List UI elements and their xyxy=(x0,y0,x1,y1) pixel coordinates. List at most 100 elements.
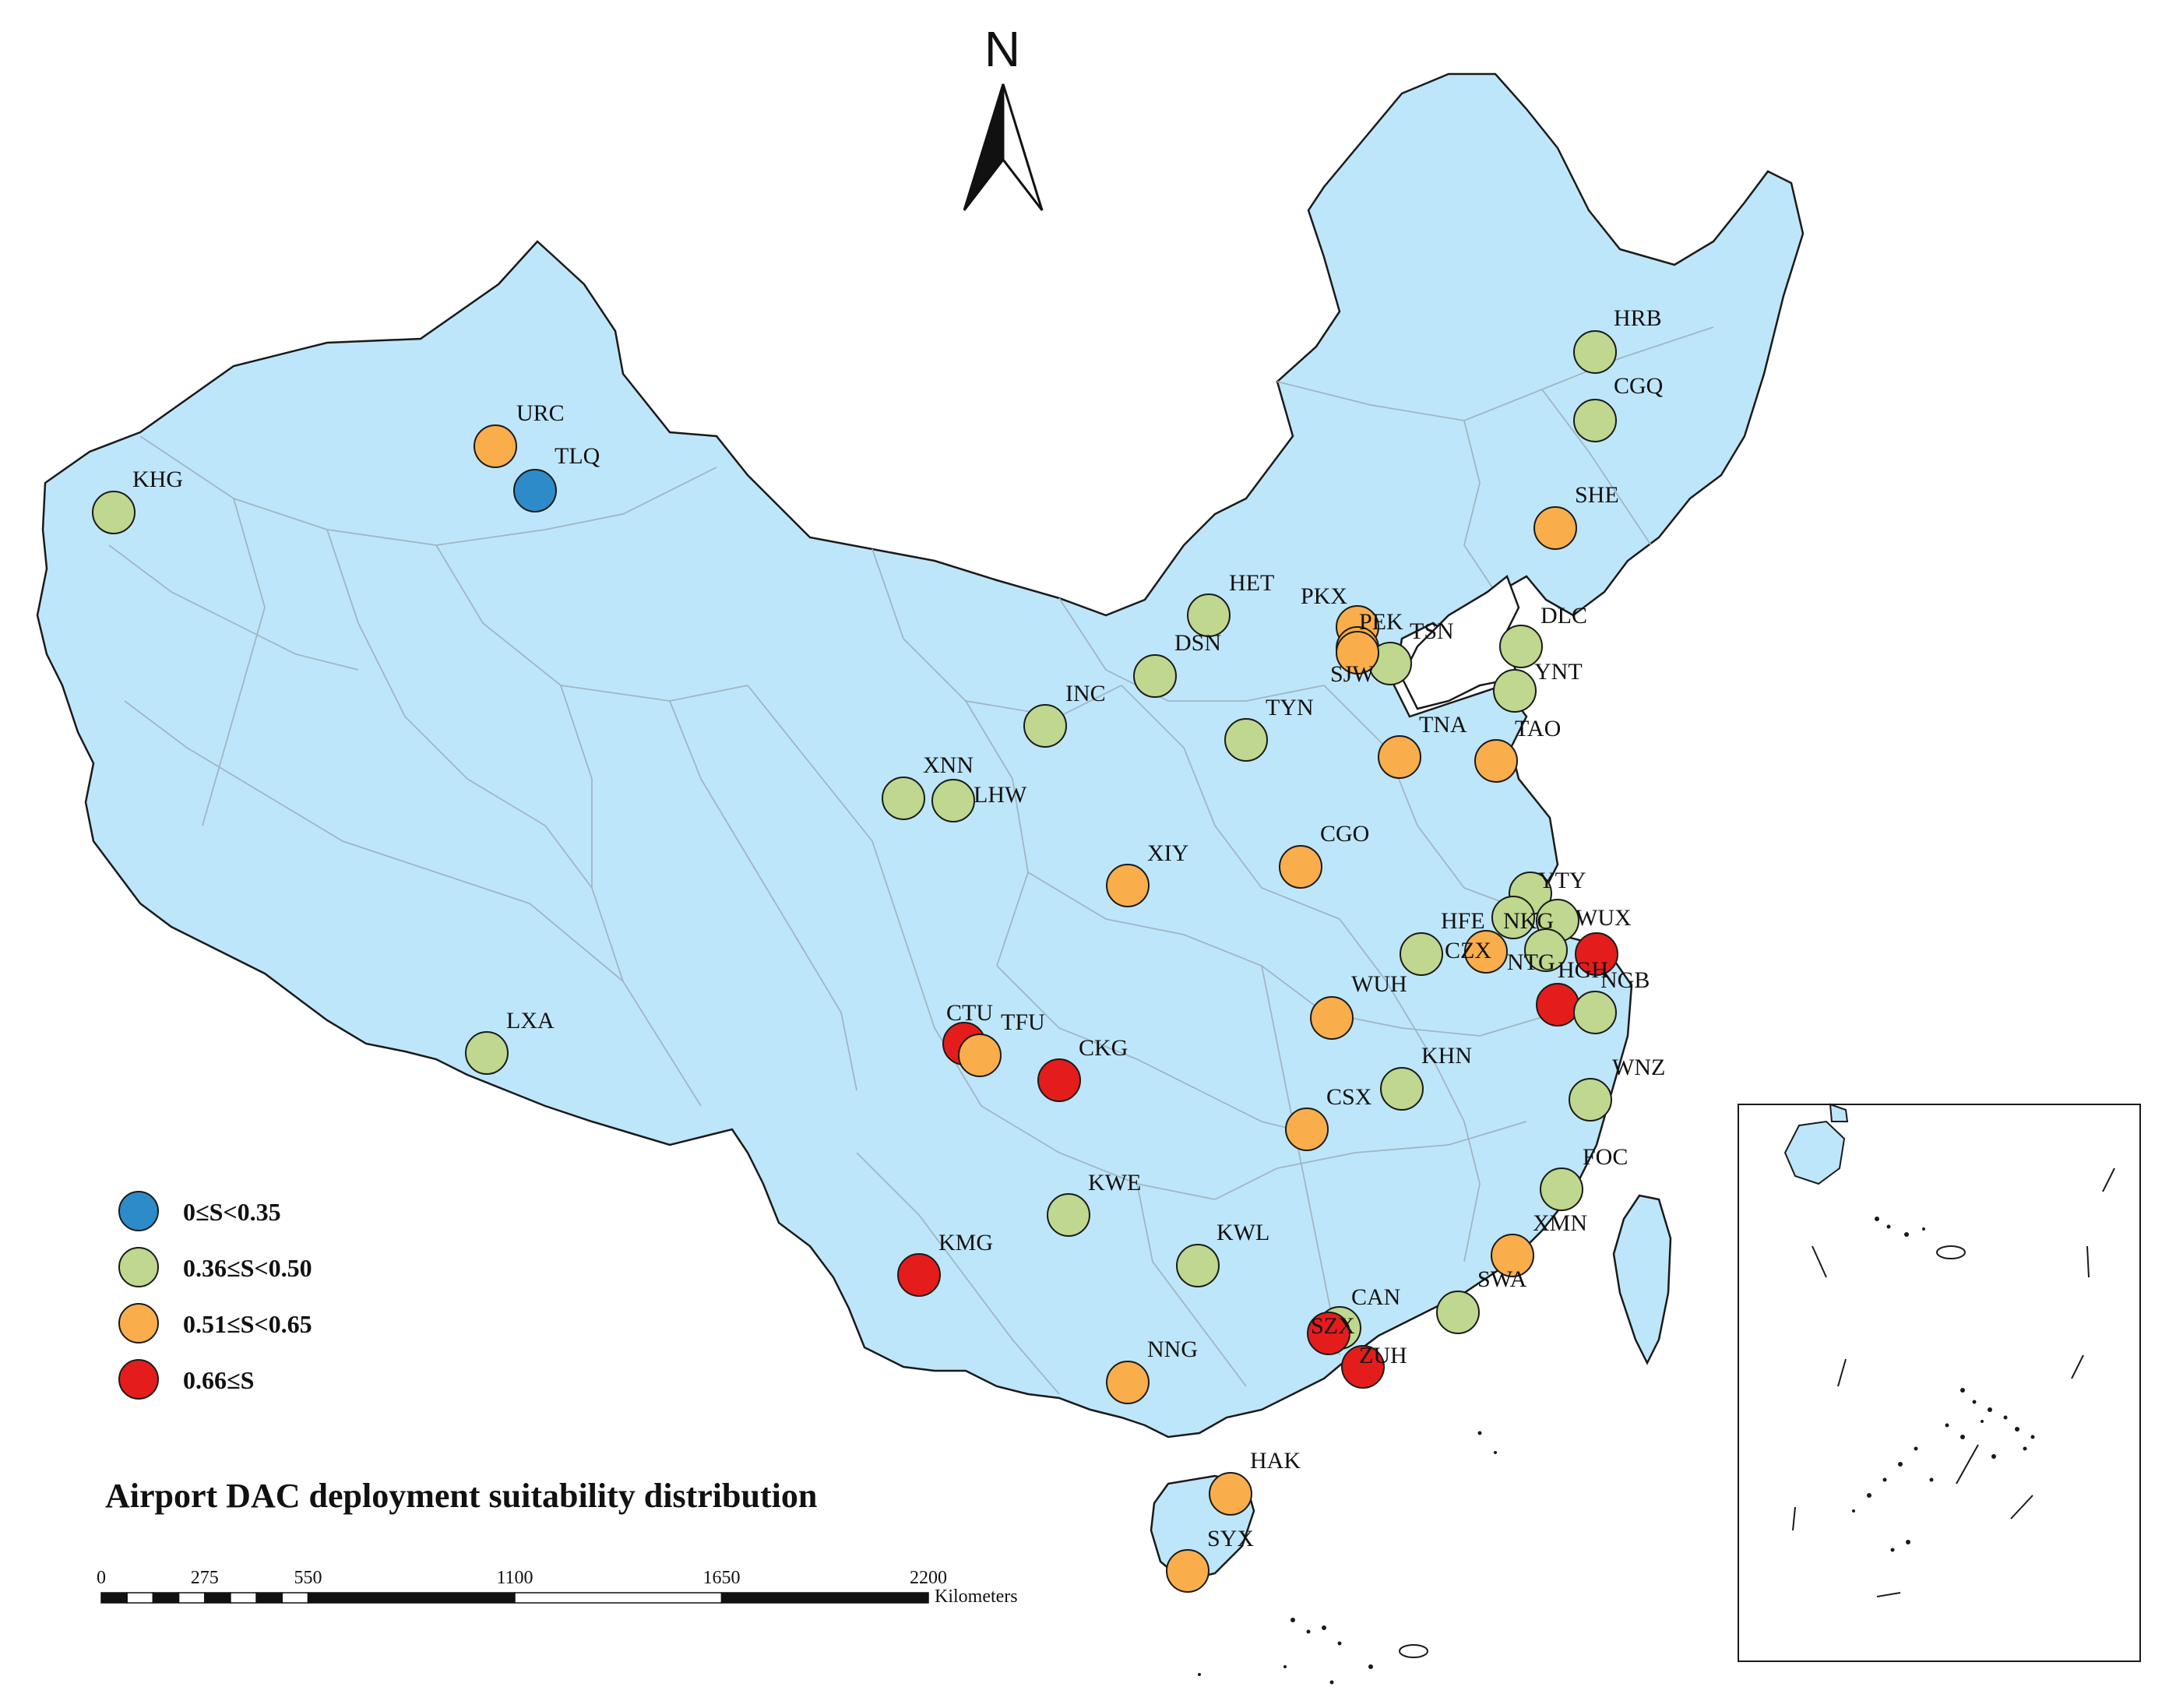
airport-marker-hak xyxy=(1209,1472,1252,1516)
scale-segment xyxy=(152,1592,180,1604)
airport-label-szx: SZX xyxy=(1311,1313,1355,1339)
legend-swatch-3 xyxy=(118,1359,159,1400)
airport-label-nkg: NKG xyxy=(1503,908,1554,934)
south-sea-islands xyxy=(1198,1431,1497,1685)
airport-marker-szx xyxy=(1307,1312,1350,1355)
airport-label-hak: HAK xyxy=(1250,1448,1301,1474)
airport-label-tao: TAO xyxy=(1515,716,1561,741)
map-title: Airport DAC deployment suitability distr… xyxy=(105,1477,817,1515)
airport-label-kwe: KWE xyxy=(1088,1170,1141,1196)
airport-label-ynt: YNT xyxy=(1534,659,1583,685)
south-china-sea-inset xyxy=(1738,1103,2141,1662)
airport-label-xmn: XMN xyxy=(1533,1210,1587,1236)
scale-unit-label: Kilometers xyxy=(935,1587,1018,1607)
airport-marker-inc xyxy=(1023,704,1067,748)
airport-marker-cgq xyxy=(1573,399,1617,442)
airport-marker-tao xyxy=(1474,739,1518,783)
airport-label-sjw: SJW xyxy=(1330,661,1375,687)
scale-segment xyxy=(255,1592,283,1604)
airport-marker-dsn xyxy=(1133,654,1177,698)
scale-segment xyxy=(100,1592,128,1604)
legend-swatch-1 xyxy=(118,1247,159,1287)
airport-label-urc: URC xyxy=(516,400,565,426)
airport-label-czx: CZX xyxy=(1445,938,1491,963)
airport-marker-het xyxy=(1187,593,1231,637)
airport-label-pkx: PKX xyxy=(1301,583,1347,609)
airport-label-hgh: HGH xyxy=(1558,957,1608,983)
airport-label-pek: PEK xyxy=(1359,609,1403,635)
airport-label-syx: SYX xyxy=(1207,1526,1254,1551)
taiwan-island xyxy=(1612,1194,1672,1365)
north-letter: N xyxy=(984,21,1020,77)
airport-label-lhw: LHW xyxy=(974,782,1027,808)
airport-label-xiy: XIY xyxy=(1147,840,1188,866)
scale-tick-label: 0 xyxy=(97,1568,106,1588)
airport-label-hrb: HRB xyxy=(1614,305,1662,331)
airport-marker-tyn xyxy=(1224,718,1268,762)
airport-marker-lxa xyxy=(465,1031,509,1075)
scale-segment xyxy=(720,1592,929,1604)
scale-segment xyxy=(307,1592,516,1604)
airport-label-ctu: CTU xyxy=(946,1000,993,1026)
airport-marker-xmn xyxy=(1491,1234,1534,1277)
legend-label-0: 0≤S<0.35 xyxy=(183,1198,281,1226)
airport-marker-czx xyxy=(1464,930,1508,974)
airport-label-inc: INC xyxy=(1065,681,1106,706)
airport-label-nng: NNG xyxy=(1147,1336,1198,1362)
airport-label-yty: YTY xyxy=(1538,868,1586,893)
airport-marker-urc xyxy=(474,424,517,468)
airport-label-wuh: WUH xyxy=(1351,971,1407,997)
scale-segment xyxy=(281,1592,309,1604)
airport-marker-cgo xyxy=(1279,845,1322,889)
airport-marker-tna xyxy=(1378,735,1421,779)
airport-label-wux: WUX xyxy=(1576,905,1632,931)
airport-label-swa: SWA xyxy=(1477,1266,1527,1292)
legend-swatch-2 xyxy=(118,1303,159,1344)
scale-segment xyxy=(126,1592,154,1604)
airport-label-cgq: CGQ xyxy=(1614,373,1664,399)
airport-label-dlc: DLC xyxy=(1540,603,1587,629)
airport-label-lxa: LXA xyxy=(506,1008,555,1034)
airport-label-kmg: KMG xyxy=(938,1230,993,1255)
airport-marker-khg xyxy=(92,491,136,534)
airport-label-tyn: TYN xyxy=(1266,695,1314,720)
airport-marker-wuh xyxy=(1310,996,1354,1040)
scale-tick-label: 275 xyxy=(191,1568,219,1588)
legend-label-3: 0.66≤S xyxy=(183,1366,254,1394)
legend: 0≤S<0.35 0.36≤S<0.50 0.51≤S<0.65 0.66≤S xyxy=(118,1191,312,1400)
airport-label-xnn: XNN xyxy=(923,752,974,778)
airport-label-ngb: NGB xyxy=(1600,967,1650,993)
airport-marker-kwl xyxy=(1176,1244,1220,1287)
airport-label-hfe: HFE xyxy=(1441,908,1485,934)
airport-marker-tfu xyxy=(958,1034,1002,1077)
legend-label-1: 0.36≤S<0.50 xyxy=(183,1254,312,1282)
province-borders xyxy=(108,326,1714,1395)
airport-label-khg: KHG xyxy=(132,467,183,492)
airport-marker-zuh xyxy=(1341,1345,1385,1389)
airport-marker-ynt xyxy=(1493,669,1537,713)
airport-marker-csx xyxy=(1285,1108,1329,1151)
airport-label-ckg: CKG xyxy=(1079,1035,1128,1061)
airport-label-zuh: ZUH xyxy=(1359,1343,1407,1368)
airport-label-wnz: WNZ xyxy=(1612,1055,1665,1080)
scale-tick-label: 1100 xyxy=(496,1568,533,1588)
airport-label-csx: CSX xyxy=(1326,1084,1372,1110)
scale-tick-label: 1650 xyxy=(703,1568,741,1588)
airport-marker-sjw xyxy=(1336,631,1379,674)
airport-label-tfu: TFU xyxy=(1001,1009,1045,1035)
legend-label-2: 0.51≤S<0.65 xyxy=(183,1310,312,1338)
airport-marker-swa xyxy=(1436,1291,1480,1334)
scale-segment xyxy=(178,1592,206,1604)
airport-label-foc: FOC xyxy=(1583,1144,1628,1170)
airport-label-het: HET xyxy=(1229,570,1274,596)
airport-marker-tlq xyxy=(513,469,557,512)
airport-label-khn: KHN xyxy=(1421,1043,1472,1069)
scale-tick-label: 2200 xyxy=(910,1568,947,1588)
north-arrow: N xyxy=(963,21,1044,211)
airport-label-tna: TNA xyxy=(1419,712,1467,738)
airport-label-tlq: TLQ xyxy=(555,443,600,469)
airport-label-dsn: DSN xyxy=(1174,630,1221,656)
airport-marker-she xyxy=(1533,506,1577,550)
airport-label-kwl: KWL xyxy=(1217,1220,1269,1245)
